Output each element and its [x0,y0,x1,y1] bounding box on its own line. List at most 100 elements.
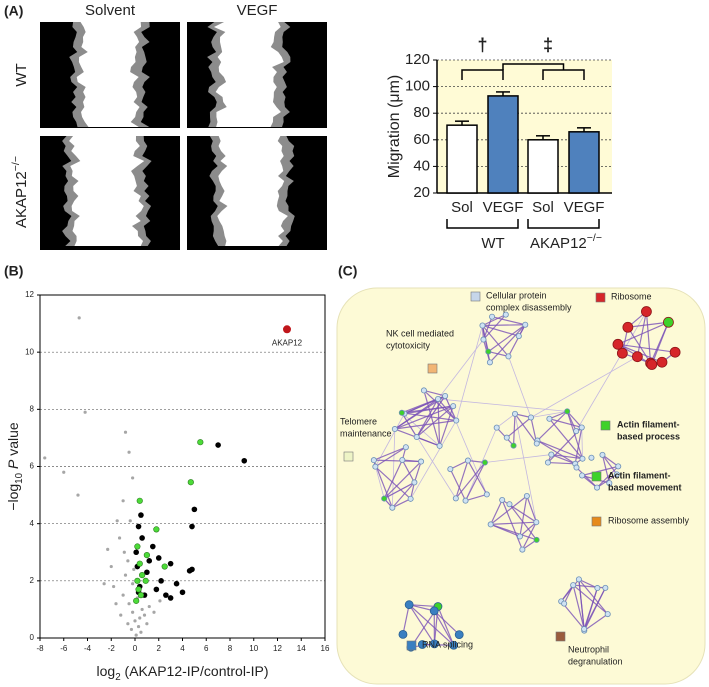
point [150,543,156,550]
y-tick-label: 60 [413,131,430,148]
network-node [372,463,379,470]
point [83,410,87,414]
network-edge [487,324,526,353]
y-tick-label: 20 [413,184,430,201]
network-edge [583,587,598,630]
network-edge [572,584,609,615]
network-edge [645,311,652,364]
network-node [588,454,595,461]
point [133,597,140,604]
point [102,582,106,586]
x-tick-label: 12 [273,644,282,653]
y-axis-label: −log10 P value [5,422,25,511]
network-edge [490,495,528,525]
group-label: WT [481,235,504,252]
point [179,589,186,596]
x-tick-label: 10 [249,644,258,653]
network-node [533,440,540,447]
network-edge [551,453,583,460]
x-tick-label: -8 [36,644,44,653]
network-node [573,428,580,435]
network-edge [547,461,576,465]
point [119,613,123,617]
network-node [646,359,658,370]
network-label: RNA splicing [422,639,473,649]
network-edge [391,482,415,509]
point [145,622,149,626]
bar [446,124,478,194]
x-tick-label: -4 [84,644,92,653]
network-node [398,630,408,639]
network-edge [482,324,526,327]
point [140,607,144,612]
network-edge [578,578,609,615]
point [126,559,130,563]
network-edge [392,498,411,509]
x-tick-label: Sol [451,199,473,216]
point [161,563,168,570]
network-edge [602,454,619,467]
network-edge [413,461,422,483]
network-edge [383,459,403,499]
legend-swatch [427,363,438,374]
network-node [449,640,459,650]
network-edge [583,613,609,632]
legend-swatch [591,516,602,527]
network-node [480,336,487,343]
network-node [581,626,588,633]
point [132,567,136,572]
network-edge [484,454,552,463]
point [153,526,160,533]
point [283,325,291,334]
point [127,602,131,606]
network-edge [514,413,538,444]
y-tick-label: 0 [30,633,35,642]
network-node [579,455,586,462]
group-bracket [446,219,519,229]
network-node [575,576,582,583]
network-edge [437,339,484,400]
wound-gap [76,22,142,127]
text-part: −/− [10,156,22,171]
network-edge [596,465,619,489]
y-tick-label: 40 [413,157,430,174]
network-node [447,466,454,473]
point [129,627,134,632]
network-edge [566,411,577,432]
network-label: based movement [608,482,682,492]
significance-mark: ‡ [543,35,553,55]
network-node [411,479,418,486]
text-part: WT [13,63,30,86]
network-node [519,546,526,553]
network-node [453,417,460,424]
bar [487,95,519,194]
network-node [404,600,414,610]
legend-swatch [591,471,602,482]
network-edge [416,398,439,438]
network-edge [402,459,422,463]
network-node [546,415,553,422]
network-edge [490,521,537,525]
network-edge [537,410,568,441]
x-tick-label: 8 [228,644,233,653]
network-node [506,501,513,508]
network [370,306,681,652]
point [62,470,66,474]
network-node [622,321,634,333]
network-edge [465,493,487,502]
point [134,577,141,584]
network-edge [401,405,454,414]
network-node [399,456,406,463]
network-edge [563,584,574,604]
point [191,506,198,513]
network-node [578,424,585,431]
network-edge [549,418,582,429]
network-edge [383,461,422,499]
point [143,552,150,559]
point [167,560,174,567]
point [163,592,169,598]
point [112,584,116,589]
network-node [420,387,427,394]
x-tick-label: Sol [532,199,554,216]
network-node [430,639,439,649]
